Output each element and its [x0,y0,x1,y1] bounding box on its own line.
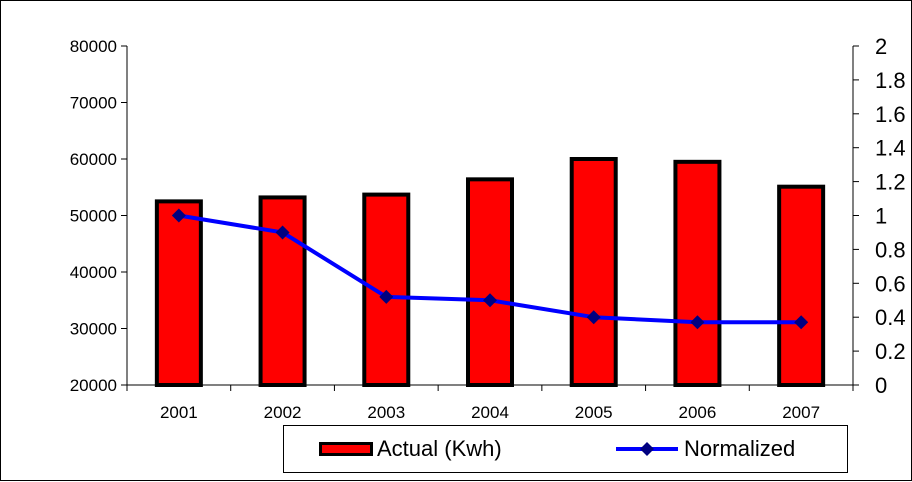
bar [569,157,618,387]
x-tick-label: 2002 [264,403,302,422]
line-point [379,289,394,304]
y-right-tick-label: 1.2 [875,170,906,195]
bar [154,199,203,387]
bar [362,192,411,387]
line-point [275,225,290,240]
legend: Actual (Kwh) Normalized [283,425,848,473]
x-tick-label: 2004 [471,403,509,422]
y-left-tick-label: 70000 [70,94,117,113]
legend-bar-swatch-icon [319,442,373,456]
line-layer [171,208,809,330]
bar [673,159,722,387]
y-right-tick-label: 0.6 [875,271,906,296]
y-left-tick-label: 20000 [70,376,117,395]
x-tick-label: 2005 [575,403,613,422]
line-point [794,315,809,330]
bars-layer [154,157,826,387]
y-right-tick-label: 1.4 [875,136,906,161]
y-right-tick-label: 2 [875,34,887,59]
legend-item-actual: Actual (Kwh) [319,426,502,472]
line-point [483,293,497,308]
y-left-tick-label: 60000 [70,150,117,169]
line-point [586,310,601,325]
y-right-tick-label: 1 [875,204,887,229]
y-right-tick-label: 0.8 [875,237,906,262]
y-right-tick-label: 0.2 [875,339,906,364]
legend-item-normalized: Normalized [614,426,795,472]
legend-label-actual: Actual (Kwh) [377,436,502,461]
x-tick-label: 2003 [367,403,405,422]
y-left-tick-label: 30000 [70,320,117,339]
y-left-tick-label: 80000 [70,37,117,56]
line-point [690,315,705,330]
legend-line-marker-icon [616,442,678,456]
x-tick-label: 2006 [679,403,717,422]
line-point [171,208,186,223]
y-right-tick-label: 1.8 [875,68,906,93]
x-tick-label: 2007 [782,403,820,422]
y-right-tick-label: 0 [875,373,887,398]
bar [466,177,514,387]
x-tick-label: 2001 [160,403,198,422]
bar [777,184,826,387]
y-left-tick-label: 50000 [70,207,117,226]
legend-label-normalized: Normalized [684,436,796,461]
y-left-tick-label: 40000 [70,263,117,282]
labels-layer: 20000 30000 40000 50000 60000 70000 80000 0 0.2 0… [70,34,906,422]
y-right-tick-label: 0.4 [875,305,906,330]
y-right-tick-label: 1.6 [875,102,906,127]
